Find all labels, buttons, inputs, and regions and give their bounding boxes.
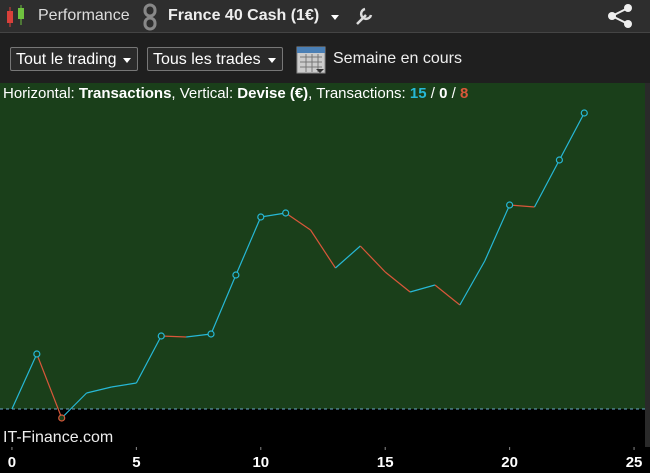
caret[interactable]	[330, 14, 340, 22]
h-value: Transactions	[78, 85, 172, 102]
extreme-marker	[282, 209, 290, 217]
wins: 15	[409, 85, 427, 102]
line-segment	[384, 271, 411, 293]
extreme-marker	[207, 330, 215, 338]
instrument[interactable]: France 40 Cash (1€)	[168, 7, 320, 24]
x-tick-label: 10	[252, 454, 269, 471]
line-segment	[558, 112, 585, 161]
line-segment	[210, 274, 237, 335]
x-tick-label: 15	[377, 454, 394, 471]
link-icon[interactable]	[142, 3, 158, 31]
extreme-marker	[33, 350, 41, 358]
extreme-marker	[506, 201, 514, 209]
line-segment	[11, 353, 38, 410]
line-segment	[186, 333, 212, 338]
line-segment	[61, 392, 88, 419]
watermark: IT-Finance.com	[3, 429, 114, 446]
x-tick-label: 0	[8, 454, 16, 471]
share-icon[interactable]	[606, 3, 636, 29]
trading-filter[interactable]: Tout le trading	[10, 47, 138, 71]
v-label: , Vertical:	[171, 85, 234, 102]
scale-strip	[645, 83, 650, 447]
line-segment	[459, 260, 486, 306]
extreme-marker	[555, 156, 563, 164]
line-segment	[310, 229, 336, 269]
line-segment	[484, 204, 511, 262]
trades-filter[interactable]: Tous les trades	[147, 47, 283, 71]
x-tick-label: 25	[626, 454, 643, 471]
toolbar: Performance France 40 Cash (1€)	[0, 0, 650, 33]
line-segment	[36, 353, 63, 419]
line-segment	[111, 382, 137, 388]
x-tick-label: 5	[132, 454, 140, 471]
plot-below-zero	[0, 409, 645, 447]
line-segment	[434, 284, 461, 306]
plot-area	[0, 83, 645, 409]
line-segment	[335, 245, 361, 269]
line-segment	[235, 216, 262, 276]
extreme-marker	[232, 271, 240, 279]
candle-icon	[7, 5, 24, 27]
extreme-marker	[157, 332, 165, 340]
line-segment	[260, 212, 286, 218]
neutral: 0	[439, 85, 448, 102]
calendar-icon[interactable]	[296, 43, 328, 75]
x-tick-label: 20	[501, 454, 518, 471]
h-label: Horizontal:	[3, 85, 75, 102]
line-segment	[533, 159, 560, 208]
line-segment	[509, 204, 535, 208]
period-filter[interactable]: Semaine en cours	[333, 50, 462, 67]
count-label: , Transactions:	[308, 85, 406, 102]
extreme-marker	[580, 109, 588, 117]
line-segment	[86, 386, 112, 394]
extreme-marker	[58, 414, 66, 422]
v-value: Devise (€)	[237, 85, 309, 102]
line-segment	[285, 212, 311, 231]
panel-title: Performance	[38, 7, 130, 24]
line-segment	[359, 245, 386, 273]
line-segment	[409, 284, 436, 293]
wrench-icon[interactable]	[353, 5, 375, 27]
chart-info: Horizontal: Transactions, Vertical: Devi…	[3, 85, 468, 102]
chart: 0 5 10 15 20 25	[0, 83, 650, 471]
separator: /	[430, 85, 435, 102]
line-segment	[161, 335, 187, 338]
extreme-marker	[257, 213, 265, 221]
line-segment	[135, 335, 162, 384]
separator: /	[451, 85, 456, 102]
losses: 8	[459, 85, 469, 102]
